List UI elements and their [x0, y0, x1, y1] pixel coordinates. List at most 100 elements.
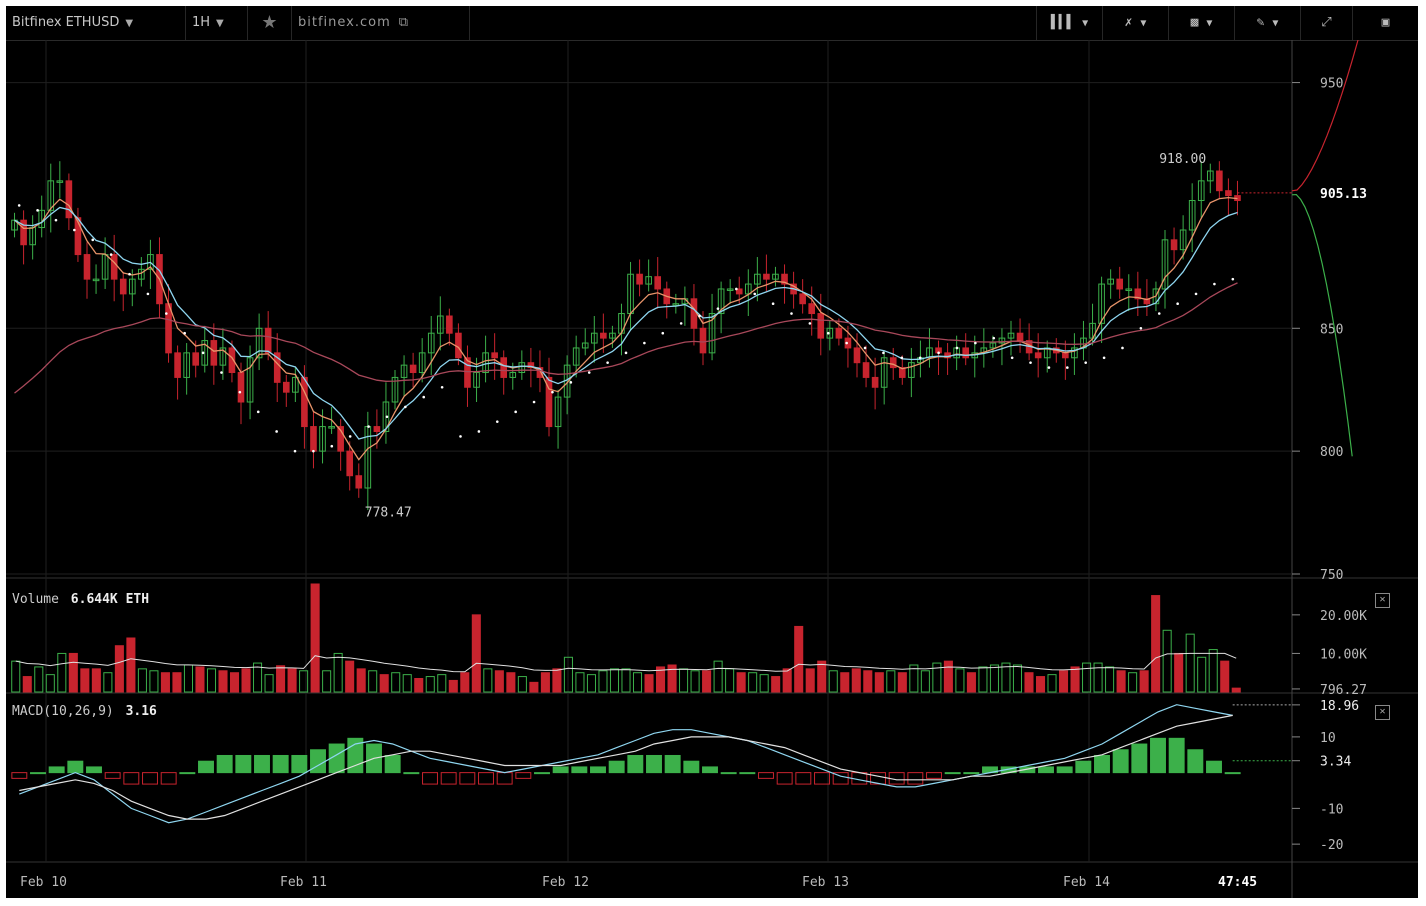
candle-body	[1098, 283, 1105, 324]
volume-bar	[667, 664, 677, 693]
interval-label: 1H	[192, 15, 211, 30]
volume-bar	[57, 652, 67, 693]
macd-histogram-bar	[1056, 766, 1073, 774]
axes: 950 850 800 750 905.13 20.00K 10.00K 796.2718.9…	[20, 40, 1367, 890]
candle-body	[1216, 170, 1223, 192]
volume-bar	[702, 670, 712, 693]
candle-body	[382, 401, 390, 432]
volume-bar	[1116, 670, 1126, 693]
volume-bar	[540, 672, 550, 693]
volume-title: Volume	[12, 592, 59, 607]
psar-dot	[1176, 302, 1179, 306]
compare-icon[interactable]: ▩ ▼	[1168, 6, 1234, 40]
draw-icon[interactable]: ✎ ▼	[1234, 6, 1300, 40]
psar-dot	[91, 238, 95, 242]
macd-histogram-bar	[963, 772, 980, 775]
candle-body	[473, 372, 480, 388]
macd-histogram-bar	[1168, 737, 1185, 774]
psar-dot	[17, 204, 21, 207]
ema-slow-line	[14, 282, 1238, 394]
macd-histogram-bar	[198, 760, 214, 774]
psar-dot	[532, 400, 536, 404]
candle-body	[527, 362, 535, 369]
close-volume-icon[interactable]: ✕	[1375, 593, 1390, 608]
external-link-icon: ⧉	[398, 15, 410, 30]
candle-body	[219, 347, 227, 366]
macd-histogram-bar	[254, 754, 270, 774]
toolbar: Bitfinex ETHUSD ▼ 1H ▼ ★ bitfinex.com ⧉ ▌▍▌…	[6, 6, 1418, 41]
volume-bar	[229, 672, 240, 693]
psar-dot	[551, 390, 554, 394]
candle-body	[119, 278, 127, 295]
macd-histogram-bar	[683, 760, 700, 774]
volume-bar	[34, 666, 44, 693]
psar-dot	[937, 351, 940, 355]
candle-body	[1016, 332, 1024, 342]
candle-body	[799, 293, 806, 305]
fullscreen-icon[interactable]: ⤢	[1300, 6, 1352, 40]
psar-dot	[128, 272, 131, 276]
psar-dot	[404, 405, 407, 409]
candle-body	[781, 273, 788, 285]
chart-svg[interactable]: 918.00 778.47 950 850 800 750 905.13 20.00K 10.…	[6, 40, 1418, 898]
psar-dot	[238, 390, 242, 394]
price-tick-label: 950	[1320, 77, 1343, 92]
macd-histogram-bar	[1094, 754, 1110, 774]
volume-bar	[713, 660, 723, 693]
macd-histogram-bar	[590, 766, 606, 774]
site-link[interactable]: bitfinex.com ⧉	[292, 6, 470, 40]
ema-mid-line	[14, 206, 1238, 440]
volume-bar	[103, 672, 113, 693]
volume-bar	[253, 662, 263, 693]
macd-histogram-bar	[179, 772, 196, 775]
symbol-selector[interactable]: Bitfinex ETHUSD ▼	[6, 6, 186, 40]
psar-dot	[1084, 361, 1088, 364]
candle-body	[926, 347, 933, 359]
candle-body	[292, 376, 299, 393]
macd-histogram-bar	[67, 760, 84, 774]
volume-bar	[748, 672, 758, 693]
macd-histogram-bar	[478, 772, 494, 785]
star-icon[interactable]: ★	[248, 6, 292, 40]
chevron-down-icon: ▼	[216, 18, 224, 29]
psar-dot	[826, 331, 830, 335]
volume-bar	[690, 670, 700, 693]
volume-bar	[1139, 670, 1149, 693]
psar-dot	[330, 444, 334, 448]
psar-dot	[882, 351, 885, 355]
candle-body	[409, 364, 417, 374]
candle-body	[717, 288, 725, 315]
candle-body	[998, 337, 1006, 344]
psar-dot	[477, 430, 481, 433]
candle-body	[83, 254, 91, 280]
snapshot-icon[interactable]: ▣	[1352, 6, 1418, 40]
psar-dot	[220, 371, 223, 374]
psar-dot	[385, 415, 389, 419]
macd-histogram-bar	[104, 772, 121, 779]
psar-dot	[992, 336, 996, 340]
macd-histogram-bar	[720, 772, 737, 775]
volume-bar	[1035, 676, 1046, 693]
candle-body	[301, 376, 308, 428]
candle-body	[636, 273, 643, 285]
macd-signal-line	[19, 714, 1233, 820]
indicators-icon[interactable]: ✗ ▼	[1102, 6, 1168, 40]
low-price-label: 778.47	[365, 506, 412, 521]
candle-body	[572, 347, 580, 366]
psar-dot	[918, 356, 922, 360]
psar-dot	[54, 218, 58, 222]
volume-bar	[68, 652, 78, 693]
macd-histogram-bar	[534, 772, 550, 775]
volume-bar	[563, 656, 573, 693]
close-macd-icon[interactable]: ✕	[1375, 705, 1390, 720]
candle-body	[835, 327, 843, 339]
volume-tick-label: 20.00K	[1320, 609, 1367, 624]
candle-body	[391, 376, 399, 403]
volume-bar	[160, 672, 170, 693]
candles-icon[interactable]: ▌▍▌ ▼	[1036, 6, 1102, 40]
psar-dot	[109, 253, 113, 256]
price-tick-label: 750	[1320, 568, 1343, 583]
candle-body	[400, 364, 408, 378]
interval-selector[interactable]: 1H ▼	[186, 6, 248, 40]
price-panel: 918.00 778.47	[11, 152, 1292, 521]
